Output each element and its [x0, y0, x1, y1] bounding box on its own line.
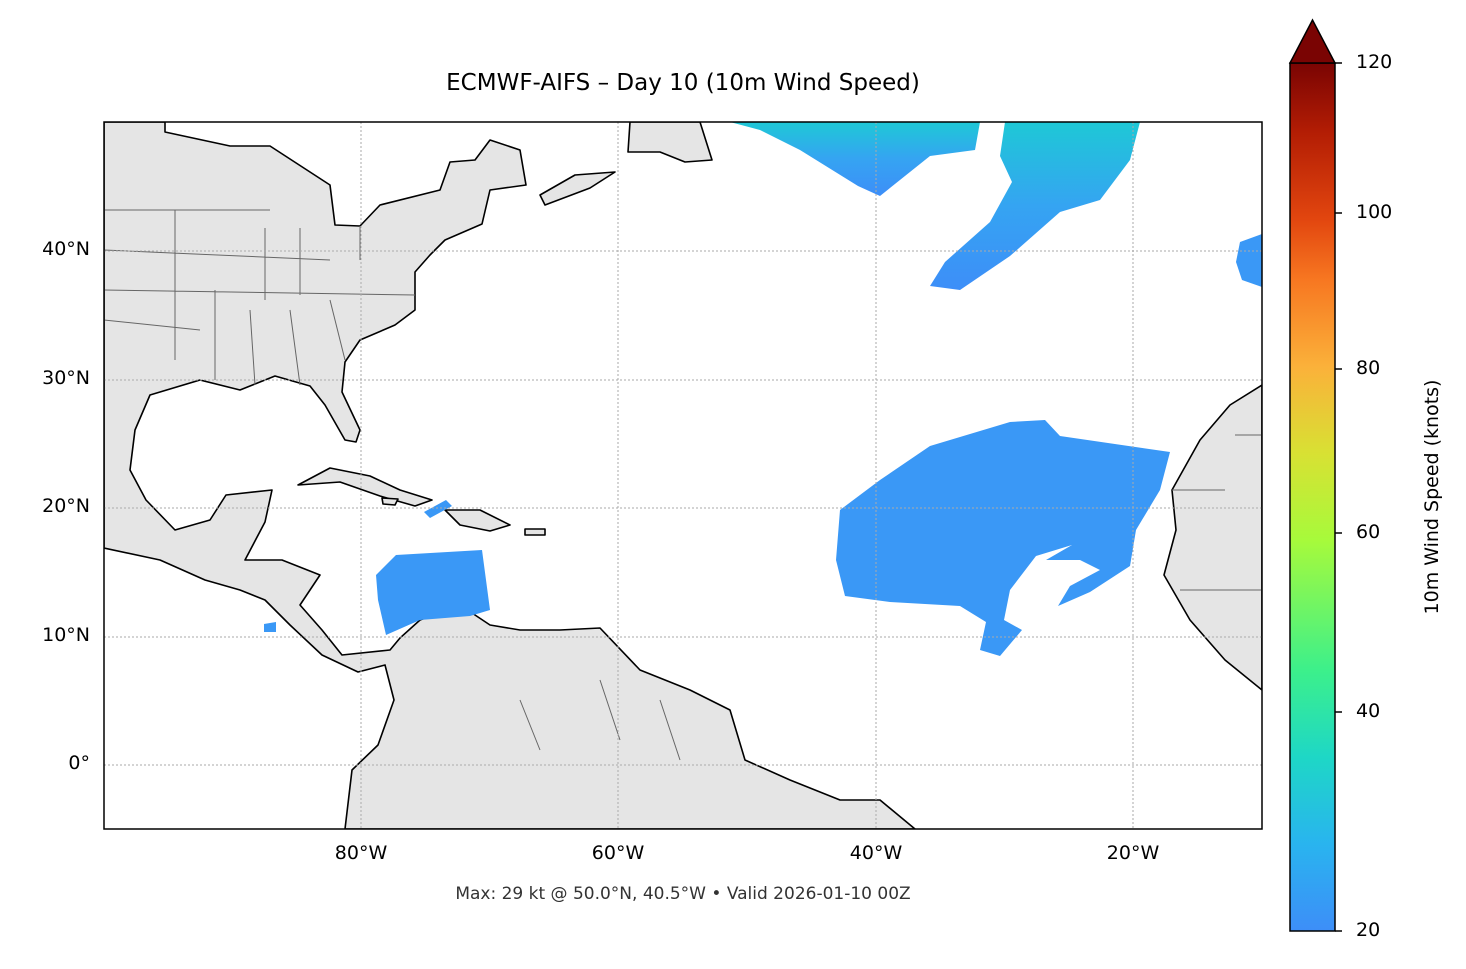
nova-scotia [539, 171, 616, 206]
x-tick-label: 40°W [849, 842, 903, 864]
wind-field [264, 122, 1262, 656]
wind-region-subtropical [836, 420, 1170, 656]
gridlines [104, 122, 1262, 829]
africa [1163, 384, 1262, 691]
colorbar-tick-label: 80 [1356, 357, 1381, 379]
hispaniola [444, 509, 511, 532]
wind-region-caribbean [376, 550, 490, 635]
x-tick-label: 80°W [334, 842, 388, 864]
colorbar-tick-label: 40 [1356, 700, 1381, 722]
footer-info: Max: 29 kt @ 50.0°N, 40.5°W • Valid 2026… [455, 884, 911, 904]
wind-region-north-1 [730, 122, 980, 196]
colorbar-tick-label: 100 [1356, 201, 1393, 223]
colorbar-tick-label: 60 [1356, 521, 1381, 543]
jamaica [381, 497, 399, 506]
colorbar [1288, 18, 1342, 932]
cuba [297, 467, 433, 507]
state-borders [104, 209, 1262, 761]
newfoundland [627, 122, 713, 163]
colorbar-label: 10m Wind Speed (knots) [1421, 379, 1443, 615]
y-tick-label: 20°N [42, 495, 90, 517]
x-tick-label: 60°W [591, 842, 645, 864]
y-tick-label: 40°N [42, 238, 90, 260]
land [104, 122, 1262, 829]
colorbar-tick-label: 120 [1356, 51, 1393, 73]
x-tick-label: 20°W [1106, 842, 1160, 864]
wind-region-small [264, 500, 452, 632]
wind-region-north-2 [930, 122, 1140, 290]
colorbar-tick-label: 20 [1356, 919, 1381, 941]
y-tick-label: 30°N [42, 367, 90, 389]
colorbar-gradient [1289, 62, 1336, 932]
colorbar-extend-arrow [1288, 18, 1337, 64]
puerto-rico [524, 528, 546, 536]
map-title: ECMWF-AIFS – Day 10 (10m Wind Speed) [446, 70, 920, 96]
y-tick-label: 10°N [42, 624, 90, 646]
map-frame [103, 121, 1263, 830]
y-tick-label: 0° [68, 752, 90, 774]
wind-region-east [1236, 234, 1262, 287]
